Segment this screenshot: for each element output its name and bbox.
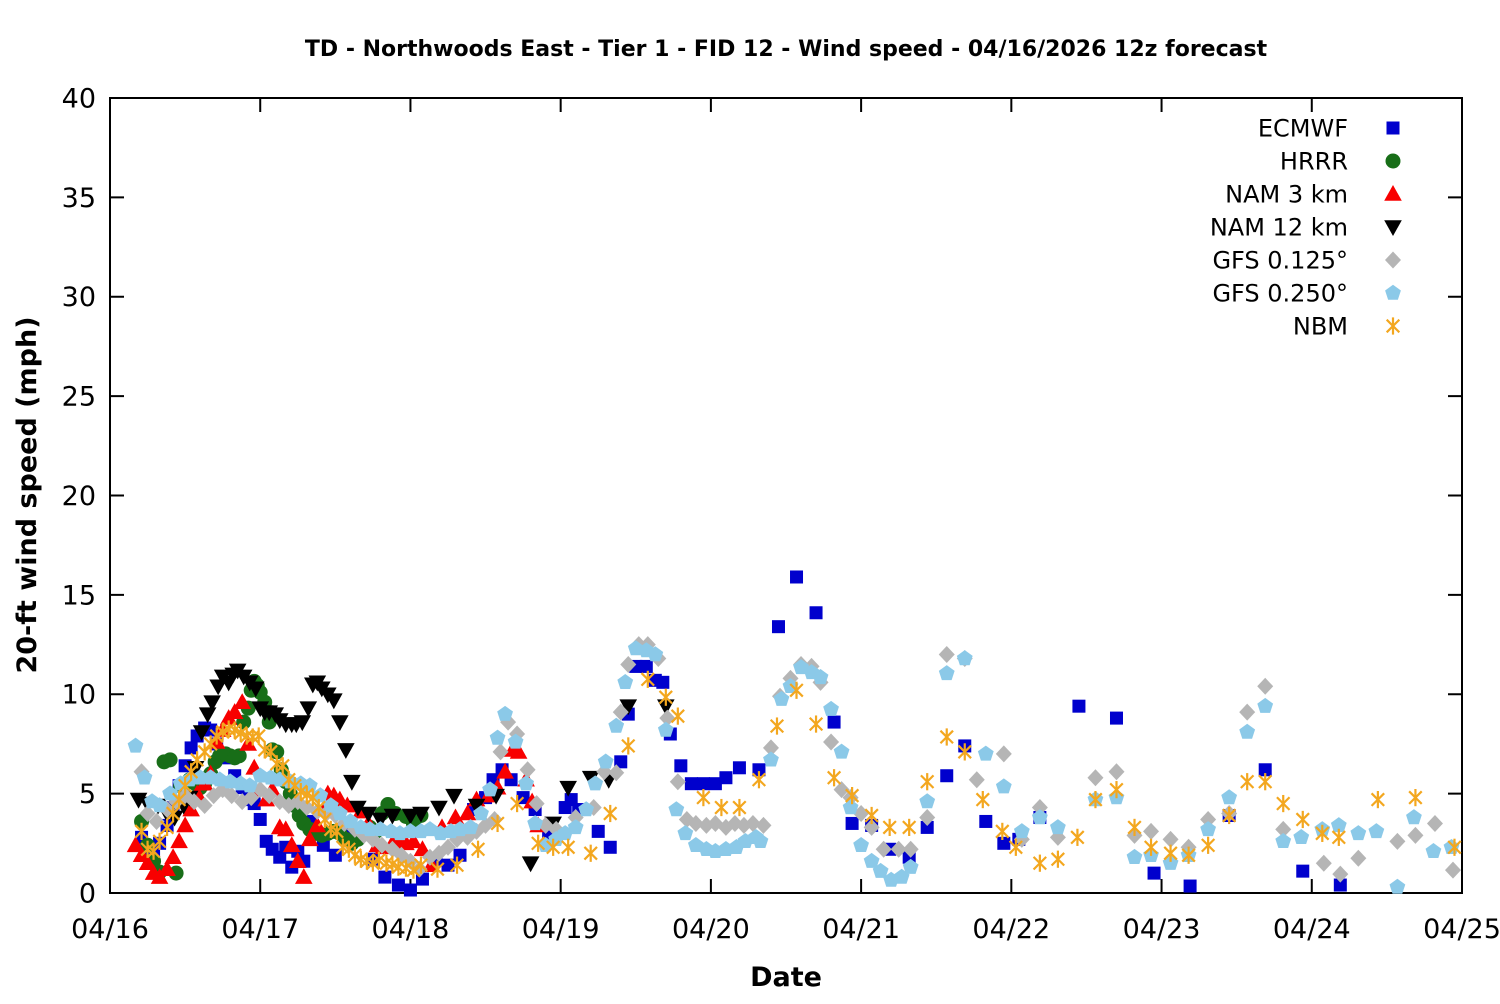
legend-marker-nam-3-km-icon — [1384, 185, 1402, 201]
y-tick-label: 30 — [62, 282, 96, 313]
y-axis-ticks: 0 5 10 15 20 25 30 35 40 — [62, 83, 1462, 909]
legend-label: NAM 3 km — [1225, 180, 1348, 208]
y-tick-label: 40 — [62, 83, 96, 114]
legend-item-nam-3-km: NAM 3 km — [1225, 180, 1402, 208]
x-tick-label: 04/24 — [1273, 914, 1351, 945]
legend-item-nbm: NBM — [1293, 312, 1401, 340]
x-tick-label: 04/16 — [71, 914, 149, 945]
y-tick-label: 15 — [62, 580, 96, 611]
legend-label: ECMWF — [1258, 114, 1348, 142]
x-tick-label: 04/20 — [672, 914, 750, 945]
legend-label: GFS 0.125° — [1212, 246, 1348, 274]
legend-marker-nbm-icon — [1385, 317, 1401, 335]
y-tick-label: 10 — [62, 680, 96, 711]
legend-item-hrrr: HRRR — [1280, 147, 1401, 175]
chart-title: TD - Northwoods East - Tier 1 - FID 12 -… — [305, 37, 1268, 62]
series-gfs-0-250-points — [127, 640, 1460, 894]
x-tick-label: 04/21 — [822, 914, 900, 945]
y-axis-title: 20-ft wind speed (mph) — [12, 316, 43, 673]
legend-marker-hrrr-icon — [1385, 153, 1401, 169]
legend-marker-gfs-0-125-icon — [1385, 251, 1401, 269]
legend: ECMWF HRRR NAM 3 km NAM 12 km GFS 0.125° GFS … — [1210, 114, 1402, 340]
legend-item-ecmwf: ECMWF — [1258, 114, 1400, 142]
legend-item-nam-12-km: NAM 12 km — [1210, 213, 1402, 241]
x-tick-label: 04/19 — [522, 914, 600, 945]
legend-item-gfs-0-125: GFS 0.125° — [1212, 246, 1401, 274]
legend-marker-ecmwf-icon — [1386, 121, 1400, 135]
x-tick-label: 04/23 — [1123, 914, 1201, 945]
y-tick-label: 20 — [62, 481, 96, 512]
legend-label: HRRR — [1280, 147, 1348, 175]
series-nbm-points — [134, 670, 1462, 879]
x-tick-label: 04/17 — [221, 914, 299, 945]
plot-area: 04/16 04/17 04/18 04/19 04/20 04/21 04/22 04/23… — [62, 83, 1500, 945]
x-tick-label: 04/25 — [1423, 914, 1500, 945]
x-tick-label: 04/22 — [972, 914, 1050, 945]
legend-marker-gfs-0-250-icon — [1385, 284, 1401, 300]
y-tick-label: 0 — [79, 878, 96, 909]
legend-marker-nam-12-km-icon — [1384, 220, 1402, 236]
y-tick-label: 25 — [62, 382, 96, 413]
x-axis-title: Date — [750, 962, 822, 993]
y-tick-label: 5 — [79, 779, 96, 810]
legend-label: GFS 0.250° — [1212, 279, 1348, 307]
legend-item-gfs-0-250: GFS 0.250° — [1212, 279, 1401, 307]
y-tick-label: 35 — [62, 183, 96, 214]
legend-label: NBM — [1293, 312, 1348, 340]
x-tick-label: 04/18 — [372, 914, 450, 945]
legend-label: NAM 12 km — [1210, 213, 1348, 241]
x-axis-ticks: 04/16 04/17 04/18 04/19 04/20 04/21 04/22 04/23… — [71, 98, 1500, 945]
